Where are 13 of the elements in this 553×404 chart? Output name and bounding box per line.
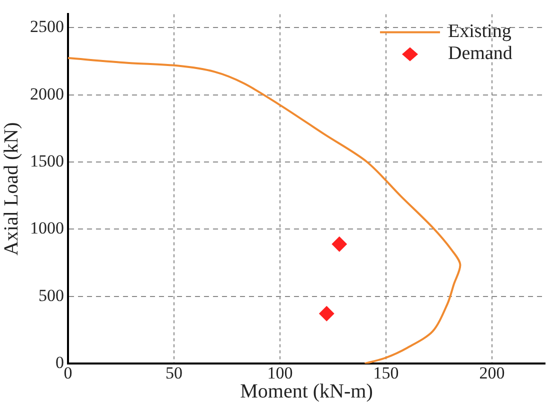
- y-tick-label: 1500: [30, 151, 64, 170]
- y-tick-label: 2000: [30, 84, 64, 104]
- y-tick-label: 1000: [30, 218, 64, 238]
- x-tick-label: 50: [166, 363, 182, 382]
- y-tick-label: 2500: [30, 17, 64, 36]
- legend-label: Existing: [448, 21, 512, 42]
- x-tick-label: 200: [479, 363, 505, 382]
- x-tick-label: 150: [373, 363, 399, 382]
- y-tick-label: 500: [38, 286, 64, 305]
- x-axis-title: Moment (kN-m): [240, 380, 373, 402]
- legend-label: Demand: [448, 43, 513, 64]
- x-tick-label: 100: [267, 363, 293, 382]
- y-axis-title: Axial Load (kN): [0, 122, 22, 256]
